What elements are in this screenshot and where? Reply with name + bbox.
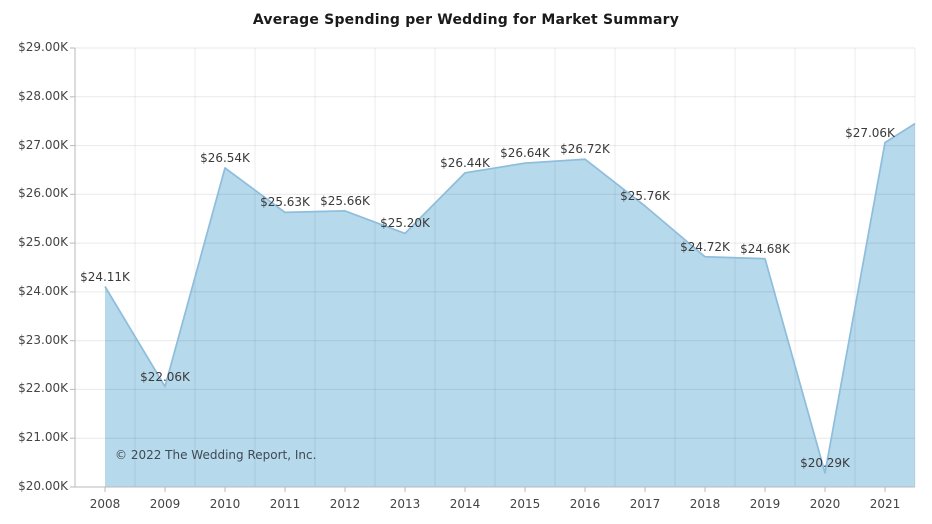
x-axis-label: 2019 (749, 497, 781, 511)
area-series-fill (105, 123, 915, 487)
data-point-label: $26.72K (560, 142, 610, 157)
x-axis-label: 2021 (869, 497, 901, 511)
x-axis-label: 2015 (509, 497, 541, 511)
data-point-label: $26.54K (200, 150, 250, 165)
x-axis-label: 2013 (389, 497, 421, 511)
data-point-label: $20.29K (800, 455, 850, 470)
data-point-label: $24.72K (680, 239, 730, 254)
x-axis-label: 2010 (209, 497, 241, 511)
x-axis-label: 2020 (809, 497, 841, 511)
data-point-label: $24.68K (740, 241, 790, 256)
data-point-label: $24.11K (80, 269, 130, 284)
y-axis-label: $28.00K (18, 88, 68, 103)
x-axis-label: 2009 (149, 497, 181, 511)
y-axis-label: $27.00K (18, 137, 68, 152)
y-axis-label: $21.00K (18, 430, 68, 445)
data-point-label: $27.06K (845, 125, 895, 140)
y-axis-label: $20.00K (18, 479, 68, 493)
x-axis-label: 2017 (629, 497, 661, 511)
x-axis-label: 2011 (269, 497, 301, 511)
data-point-label: $25.76K (620, 189, 670, 204)
x-axis-label: 2014 (449, 497, 481, 511)
x-axis-label: 2012 (329, 497, 361, 511)
data-point-label: $25.20K (380, 216, 430, 231)
y-axis-label: $23.00K (18, 332, 68, 347)
x-axis-label: 2016 (569, 497, 601, 511)
data-point-label: $26.44K (440, 155, 490, 170)
y-axis-label: $22.00K (18, 381, 68, 396)
y-axis-label: $24.00K (18, 283, 68, 298)
data-point-label: $26.64K (500, 146, 550, 161)
y-axis-label: $25.00K (18, 235, 68, 250)
copyright-text: © 2022 The Wedding Report, Inc. (115, 448, 317, 462)
data-point-label: $25.63K (260, 195, 310, 210)
y-axis-label: $29.00K (18, 40, 68, 54)
y-axis-label: $26.00K (18, 186, 68, 201)
data-point-label: $25.66K (320, 193, 370, 208)
area-series-line (104, 122, 916, 474)
data-point-label: $22.06K (140, 369, 190, 384)
chart-title: Average Spending per Wedding for Market … (252, 12, 680, 28)
x-axis-label: 2008 (89, 497, 121, 511)
x-axis-label: 2018 (689, 497, 721, 511)
